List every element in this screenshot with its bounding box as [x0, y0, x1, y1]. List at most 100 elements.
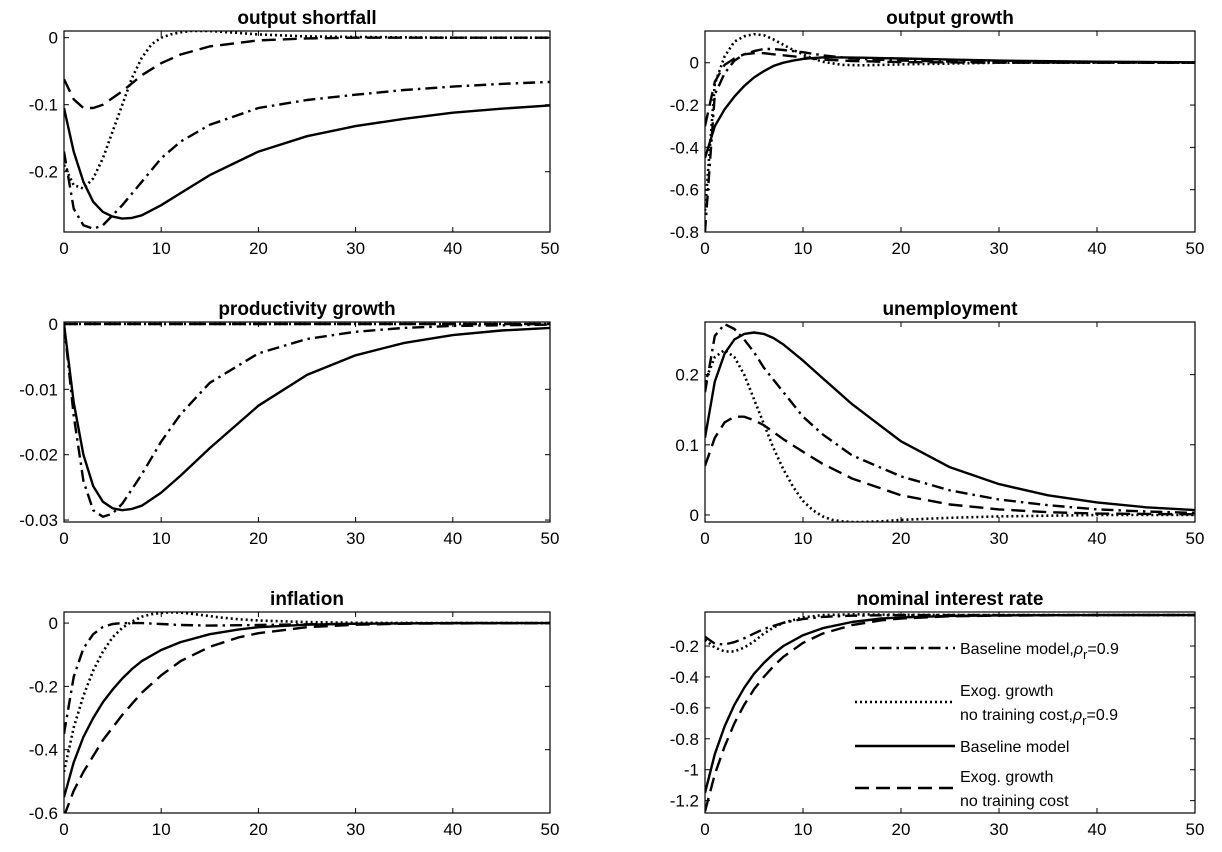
series-line-solid: [64, 323, 550, 512]
plot-area: [704, 30, 1196, 233]
rho-symbol: ρ: [1072, 707, 1082, 724]
x-tick-label: 30: [990, 820, 1009, 839]
y-tick-label: -0.4: [670, 138, 699, 157]
legend: Baseline model,ρr=0.9 Exog. growth no trai…: [855, 641, 1119, 810]
x-tick-label: 40: [443, 239, 462, 258]
x-tick-label: 0: [59, 239, 68, 258]
x-tick-label: 0: [700, 820, 709, 839]
chart-title: productivity growth: [218, 299, 395, 320]
x-tick-label: 30: [346, 239, 365, 258]
y-tick-label: 0: [690, 54, 699, 73]
x-tick-label: 20: [249, 529, 268, 548]
rho-symbol: ρ: [1073, 641, 1083, 658]
x-tick-label: 10: [152, 820, 171, 839]
y-tick-label: -0.01: [19, 380, 58, 399]
series-line-dashdot: [705, 322, 1195, 515]
series-line-dotted: [64, 612, 550, 773]
series-line-dashed: [64, 621, 550, 813]
series-line-dotted: [64, 31, 550, 190]
series-line-solid: [64, 104, 550, 220]
plot-area: [63, 321, 551, 523]
chart-title: inflation: [270, 589, 344, 610]
chart-title: unemployment: [882, 299, 1018, 320]
y-tick-label: -0.4: [670, 668, 699, 687]
panel-5: nominal interest rate 0 10 20 30 40 50 -0.2 -0.4…: [670, 589, 1205, 839]
x-tick-label: 20: [249, 239, 268, 258]
y-tick-label: -0.2: [670, 96, 699, 115]
y-tick-label: -0.6: [670, 699, 699, 718]
series-line-solid: [705, 613, 1195, 794]
series-line-dashdot: [64, 323, 550, 518]
legend-label: Exog. growth: [960, 683, 1053, 700]
y-tick-label: -0.03: [19, 511, 58, 530]
rho-subscript: r: [1082, 713, 1087, 728]
x-tick-label: 40: [1088, 820, 1107, 839]
x-tick-label: 10: [794, 529, 813, 548]
legend-label: Baseline model: [960, 739, 1069, 756]
rho-subscript: r: [1083, 647, 1088, 662]
x-tick-label: 30: [346, 529, 365, 548]
panel-1: output growth 0 10 20 30 40 50 0 -0.2 -0.4 -0.6 -0.…: [670, 8, 1205, 258]
x-tick-label: 10: [794, 820, 813, 839]
plot-area: [63, 30, 551, 233]
plot-area: [704, 611, 1196, 814]
x-tick-label: 40: [1088, 529, 1107, 548]
x-tick-label: 30: [346, 820, 365, 839]
x-tick-label: 40: [443, 529, 462, 548]
series-line-solid: [705, 331, 1195, 512]
y-tick-label: -1: [684, 761, 699, 780]
plot-area: [63, 611, 551, 814]
x-tick-label: 50: [541, 239, 560, 258]
y-tick-label: -0.2: [29, 677, 58, 696]
legend-label: Exog. growth: [960, 769, 1053, 786]
x-tick-label: 50: [1186, 820, 1205, 839]
y-tick-label: -0.2: [29, 163, 58, 182]
legend-label: no training cost: [960, 793, 1069, 810]
rho-value: =0.9: [1086, 707, 1118, 724]
x-tick-label: 40: [1088, 239, 1107, 258]
y-tick-label: -0.4: [29, 741, 58, 760]
x-tick-label: 0: [700, 239, 709, 258]
legend-label: Baseline model,ρr=0.9: [960, 641, 1119, 662]
x-tick-label: 20: [249, 820, 268, 839]
x-tick-label: 10: [794, 239, 813, 258]
series-line-dashdot: [705, 613, 1195, 646]
series-line-dashdot: [64, 621, 550, 735]
x-tick-label: 50: [1186, 529, 1205, 548]
y-tick-label: 0.1: [675, 436, 699, 455]
chart-title: output shortfall: [237, 8, 376, 29]
chart-title: nominal interest rate: [857, 589, 1044, 610]
x-tick-label: 10: [152, 529, 171, 548]
series-line-dashed: [705, 613, 1195, 812]
panel-3: unemployment 0 10 20 30 40 50 0 0.1 0.2: [675, 299, 1204, 548]
x-tick-label: 50: [1186, 239, 1205, 258]
y-tick-label: -0.2: [670, 637, 699, 656]
x-tick-label: 50: [541, 820, 560, 839]
x-tick-label: 30: [990, 529, 1009, 548]
x-tick-label: 40: [443, 820, 462, 839]
y-tick-label: -0.8: [670, 223, 699, 242]
y-tick-label: 0: [49, 29, 58, 48]
x-tick-label: 10: [152, 239, 171, 258]
x-tick-label: 20: [892, 239, 911, 258]
plot-area: [704, 321, 1196, 523]
panel-4: inflation 0 10 20 30 40 50 0 -0.2 -0.4 -0.6: [29, 589, 560, 839]
series-line-dashed: [705, 52, 1195, 127]
x-tick-label: 0: [700, 529, 709, 548]
series-line-dotted: [705, 348, 1195, 522]
series-line-dotted: [705, 612, 1195, 653]
y-tick-label: -0.8: [670, 730, 699, 749]
y-tick-label: 0: [690, 506, 699, 525]
series-line-solid: [705, 56, 1195, 159]
y-tick-label: -0.02: [19, 446, 58, 465]
x-tick-label: 30: [990, 239, 1009, 258]
series-line-dashdot: [64, 80, 550, 230]
x-tick-label: 0: [59, 529, 68, 548]
legend-label: no training cost,ρr=0.9: [960, 707, 1118, 728]
y-tick-label: -1.2: [670, 792, 699, 811]
x-tick-label: 20: [892, 529, 911, 548]
series-line-dashed: [64, 36, 550, 110]
y-tick-label: 0: [49, 614, 58, 633]
series-line-dashdot: [705, 47, 1195, 232]
